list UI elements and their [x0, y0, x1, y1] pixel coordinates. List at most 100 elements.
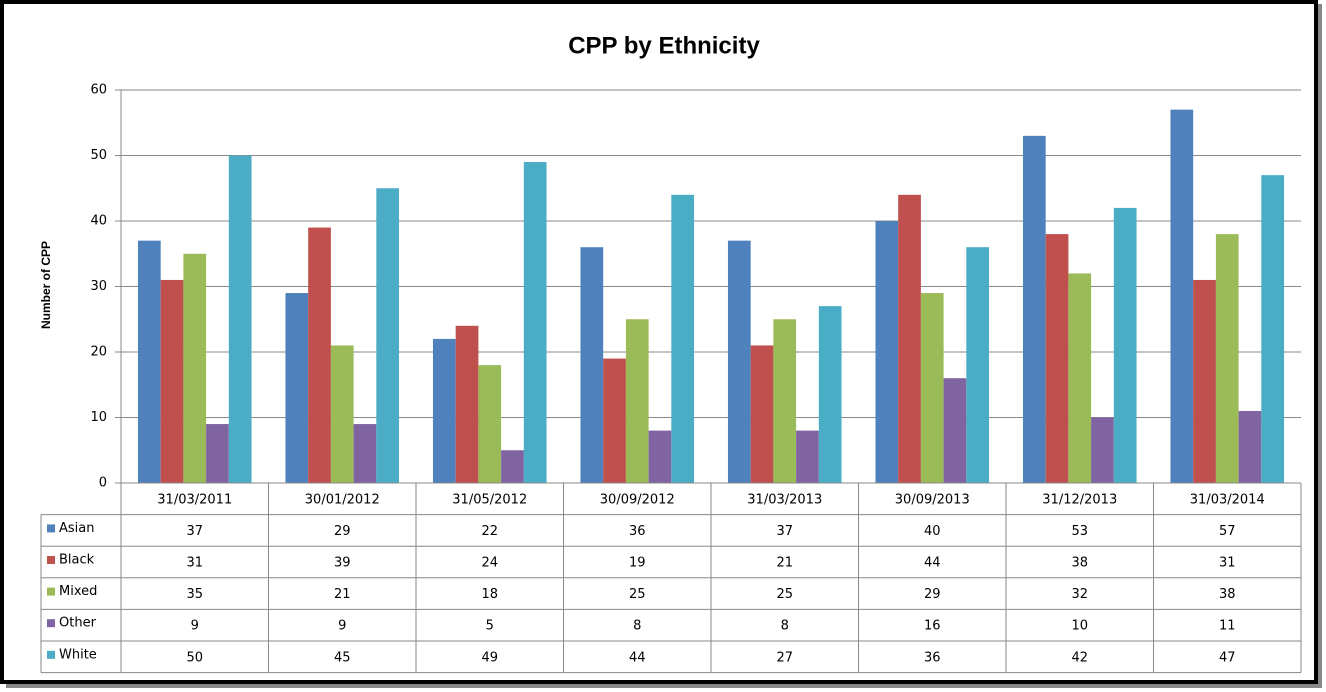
legend-swatch: [47, 650, 55, 659]
table-value: 16: [924, 619, 941, 634]
bar: [1170, 109, 1194, 484]
bar: [523, 162, 547, 484]
bar: [1215, 234, 1239, 483]
table-value: 21: [334, 587, 351, 602]
y-tick-label: 50: [90, 148, 107, 163]
bar: [353, 424, 377, 483]
legend-swatch: [47, 524, 55, 533]
table-value: 29: [924, 587, 941, 602]
bar: [580, 247, 604, 483]
table-value: 44: [629, 650, 646, 665]
bar: [773, 319, 797, 483]
table-value: 27: [776, 650, 793, 665]
table-value: 21: [776, 556, 793, 571]
table-value: 11: [1219, 619, 1236, 634]
table-value: 32: [1071, 587, 1088, 602]
bar: [1091, 417, 1114, 483]
table-value: 31: [1219, 556, 1236, 571]
x-tick-label: 31/03/2011: [157, 492, 232, 507]
bar: [1238, 410, 1262, 483]
bar: [1193, 279, 1216, 483]
bar: [432, 338, 456, 483]
table-value: 36: [629, 524, 646, 539]
y-axis-label: Number of CPP: [39, 241, 53, 329]
bar: [1068, 273, 1092, 483]
legend-label: White: [59, 647, 97, 662]
x-tick-label: 31/05/2012: [452, 492, 527, 507]
table-value: 38: [1071, 556, 1088, 571]
bar: [308, 227, 331, 483]
table-value: 49: [481, 650, 498, 665]
table-value: 8: [633, 619, 641, 634]
x-tick-label: 31/12/2013: [1042, 492, 1117, 507]
bar: [603, 358, 626, 483]
table-value: 18: [481, 587, 498, 602]
bar: [330, 345, 354, 483]
bar: [137, 240, 161, 483]
bar: [796, 430, 819, 483]
bar: [1045, 234, 1069, 483]
table-value: 24: [481, 556, 498, 571]
table-value: 22: [481, 524, 498, 539]
y-tick-label: 10: [90, 410, 107, 425]
table-value: 40: [924, 524, 941, 539]
y-tick-label: 0: [99, 476, 107, 491]
y-tick-label: 20: [90, 345, 107, 360]
bar: [1113, 207, 1137, 483]
bar: [625, 319, 649, 483]
table-value: 38: [1219, 587, 1236, 602]
table-value: 35: [186, 587, 203, 602]
table-value: 31: [186, 556, 203, 571]
legend-label: Black: [59, 553, 95, 568]
bar: [183, 253, 207, 483]
bar: [376, 188, 400, 483]
legend-swatch: [47, 587, 55, 596]
x-tick-label: 30/09/2012: [600, 492, 675, 507]
bar: [898, 194, 921, 484]
table-value: 57: [1219, 524, 1236, 539]
legend-swatch: [47, 619, 55, 628]
bar: [750, 345, 774, 483]
bar: [920, 293, 944, 483]
bar: [285, 293, 309, 483]
bar: [966, 247, 990, 483]
table-value: 53: [1071, 524, 1088, 539]
table-value: 25: [629, 587, 646, 602]
table-value: 37: [776, 524, 793, 539]
table-value: 29: [334, 524, 351, 539]
table-value: 36: [924, 650, 941, 665]
table-value: 37: [186, 524, 203, 539]
bar: [228, 155, 252, 483]
table-value: 42: [1071, 650, 1088, 665]
bar: [206, 424, 229, 483]
x-tick-label: 30/01/2012: [305, 492, 380, 507]
bar: [648, 430, 672, 483]
table-value: 39: [334, 556, 351, 571]
y-tick-label: 40: [90, 214, 107, 229]
table-value: 47: [1219, 650, 1236, 665]
bar: [160, 279, 184, 483]
bar: [727, 240, 751, 483]
legend-label: Asian: [59, 521, 94, 536]
table-value: 5: [486, 619, 494, 634]
bar: [875, 221, 899, 483]
bar: [1261, 175, 1285, 483]
x-tick-label: 31/03/2013: [747, 492, 822, 507]
table-value: 19: [629, 556, 646, 571]
table-value: 8: [781, 619, 789, 634]
bar: [455, 325, 479, 483]
legend-label: Other: [59, 616, 97, 631]
bar: [1022, 135, 1046, 483]
table-value: 50: [186, 650, 203, 665]
table-value: 9: [338, 619, 346, 634]
bar: [671, 194, 695, 484]
legend-swatch: [47, 556, 55, 564]
y-tick-label: 30: [90, 279, 107, 294]
bar: [478, 365, 502, 483]
legend-label: Mixed: [59, 584, 97, 599]
table-value: 45: [334, 650, 351, 665]
x-tick-label: 31/03/2014: [1190, 492, 1265, 507]
bar: [818, 306, 842, 483]
